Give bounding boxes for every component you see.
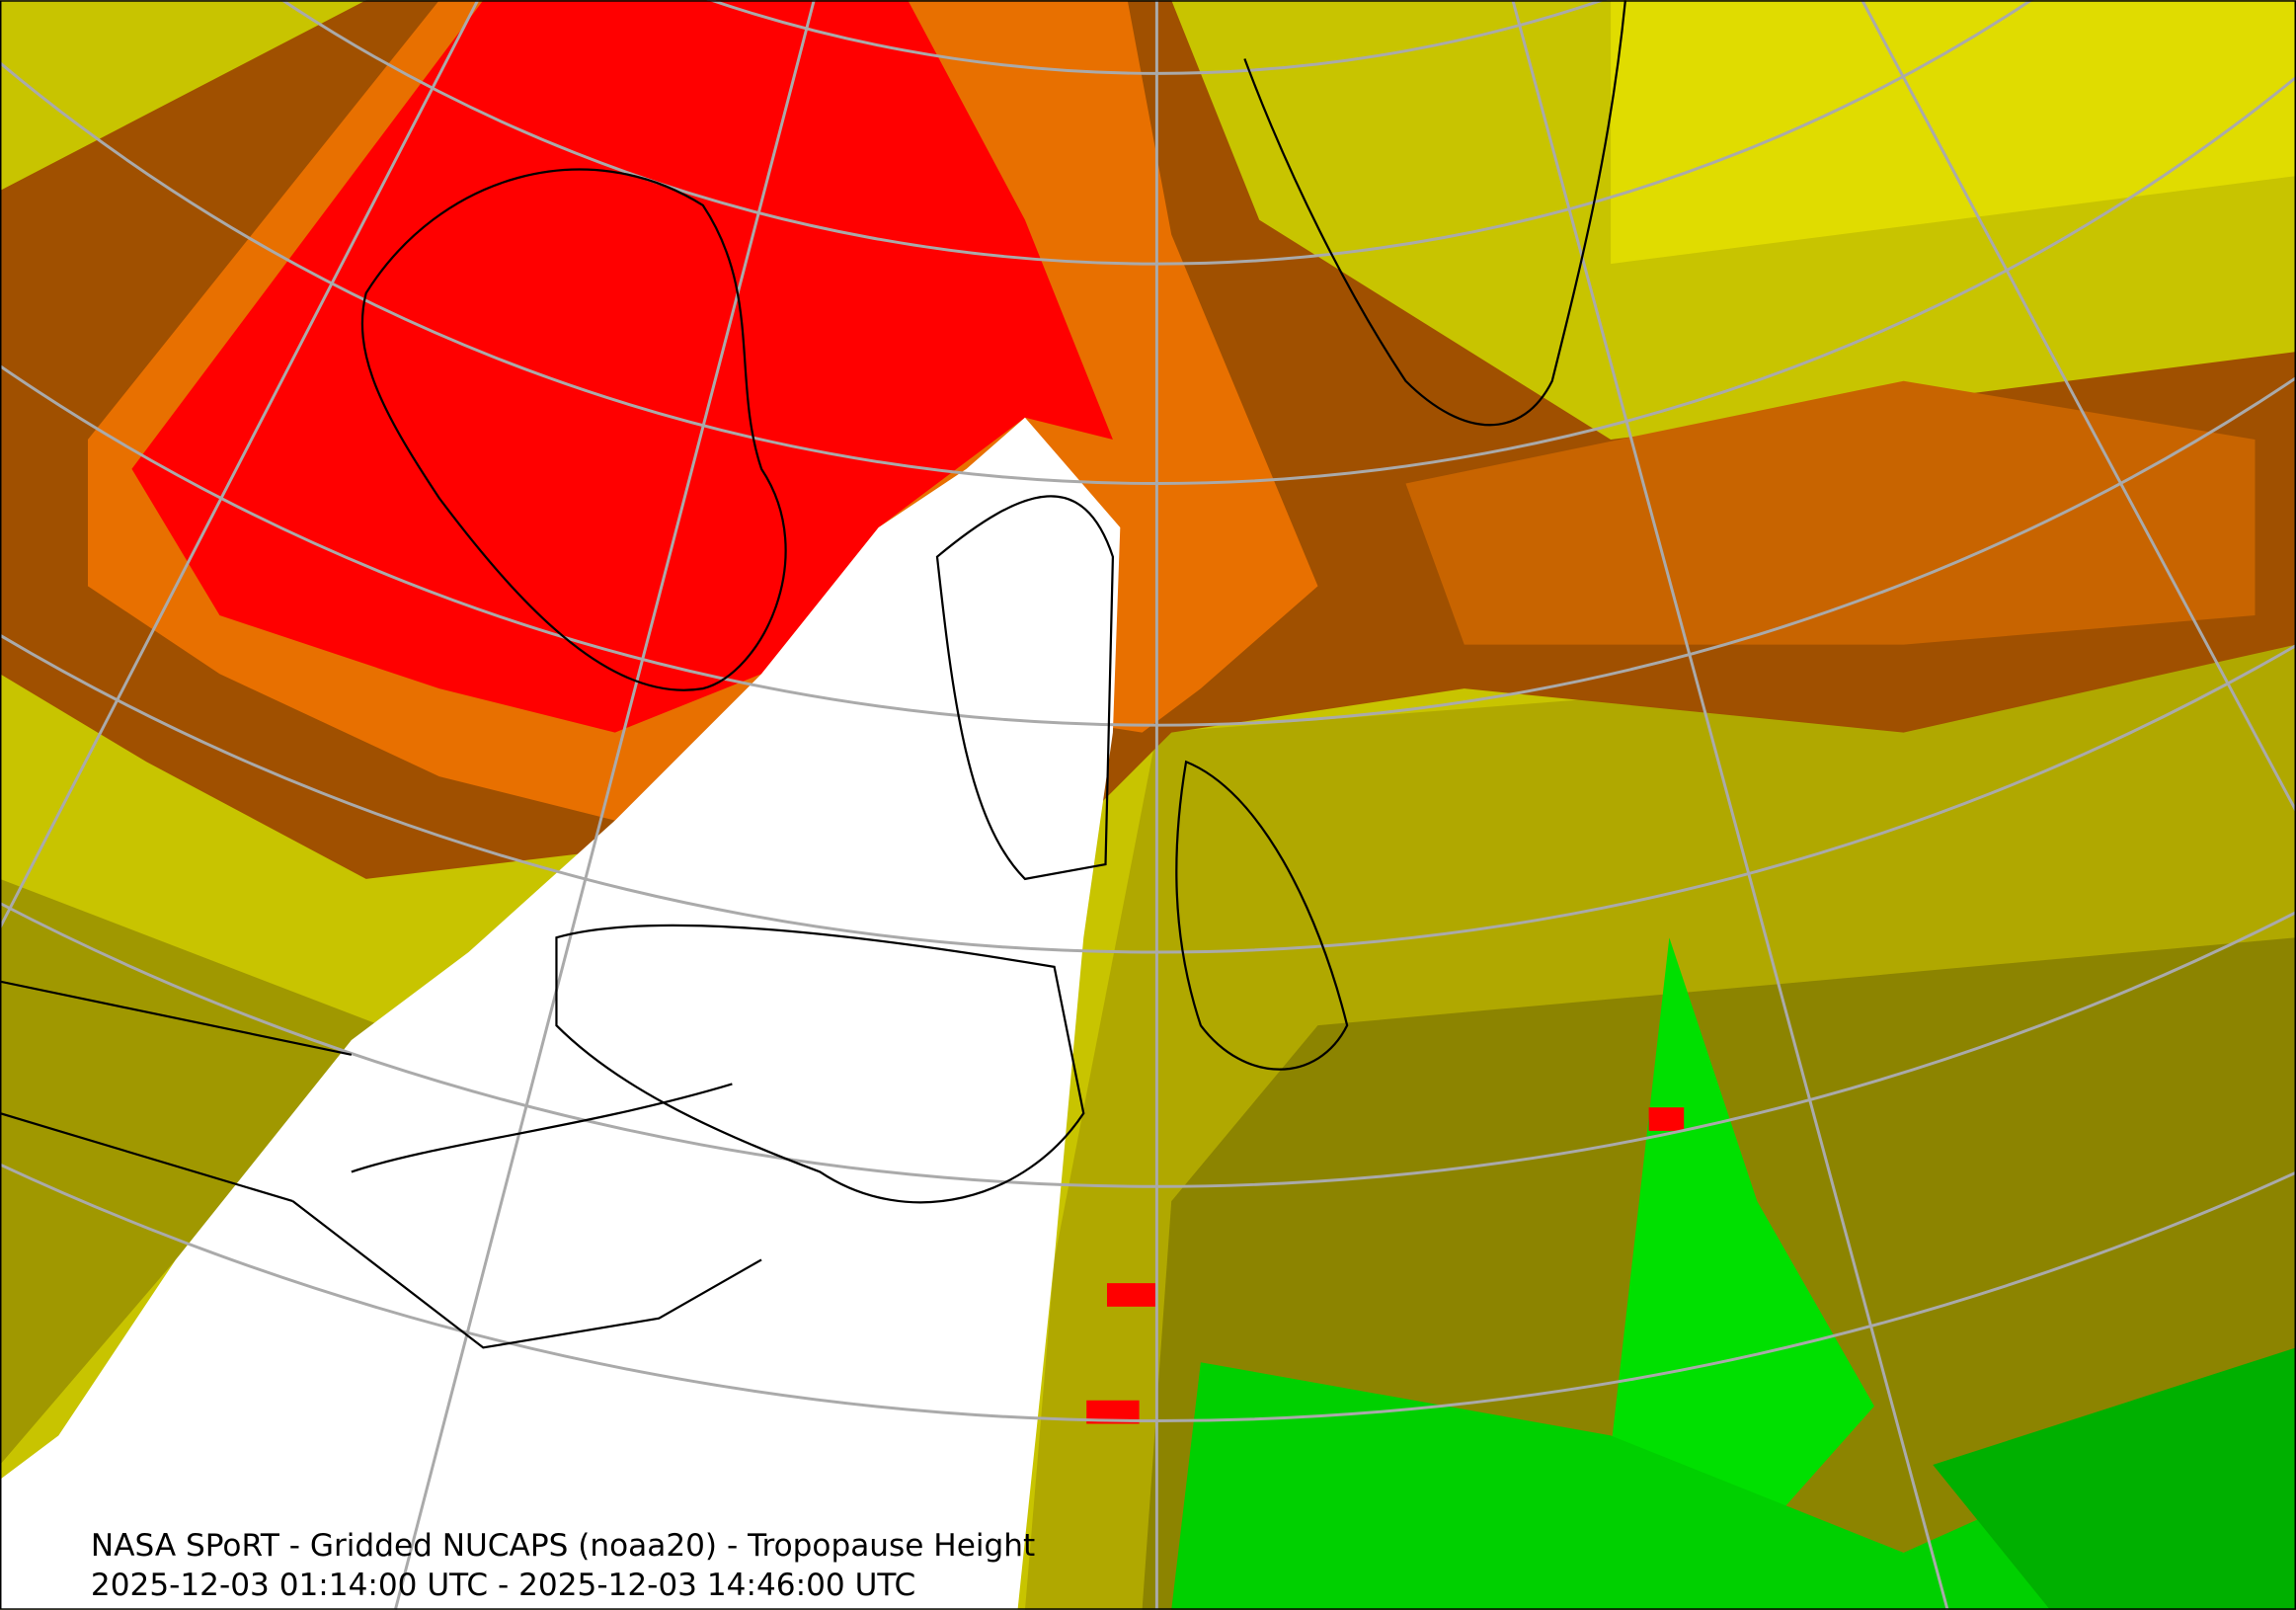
red-zone xyxy=(131,0,1113,733)
green-patch xyxy=(1611,937,1874,1539)
green-field-dark xyxy=(1933,1347,2296,1610)
caption-time-range: 2025-12-03 01:14:00 UTC - 2025-12-03 14:… xyxy=(91,1568,915,1603)
coastlines xyxy=(0,0,1626,1349)
caption-title: NASA SPoRT - Gridded NUCAPS (noaa20) - T… xyxy=(91,1528,1035,1564)
orange-band xyxy=(1405,380,2256,645)
no-data-swath xyxy=(0,417,1121,1610)
red-cell xyxy=(1648,1107,1685,1131)
red-cell xyxy=(1106,1283,1157,1307)
olive-field-west xyxy=(0,878,381,1465)
red-cell xyxy=(1086,1400,1140,1424)
yellow-field-north xyxy=(0,0,2296,265)
